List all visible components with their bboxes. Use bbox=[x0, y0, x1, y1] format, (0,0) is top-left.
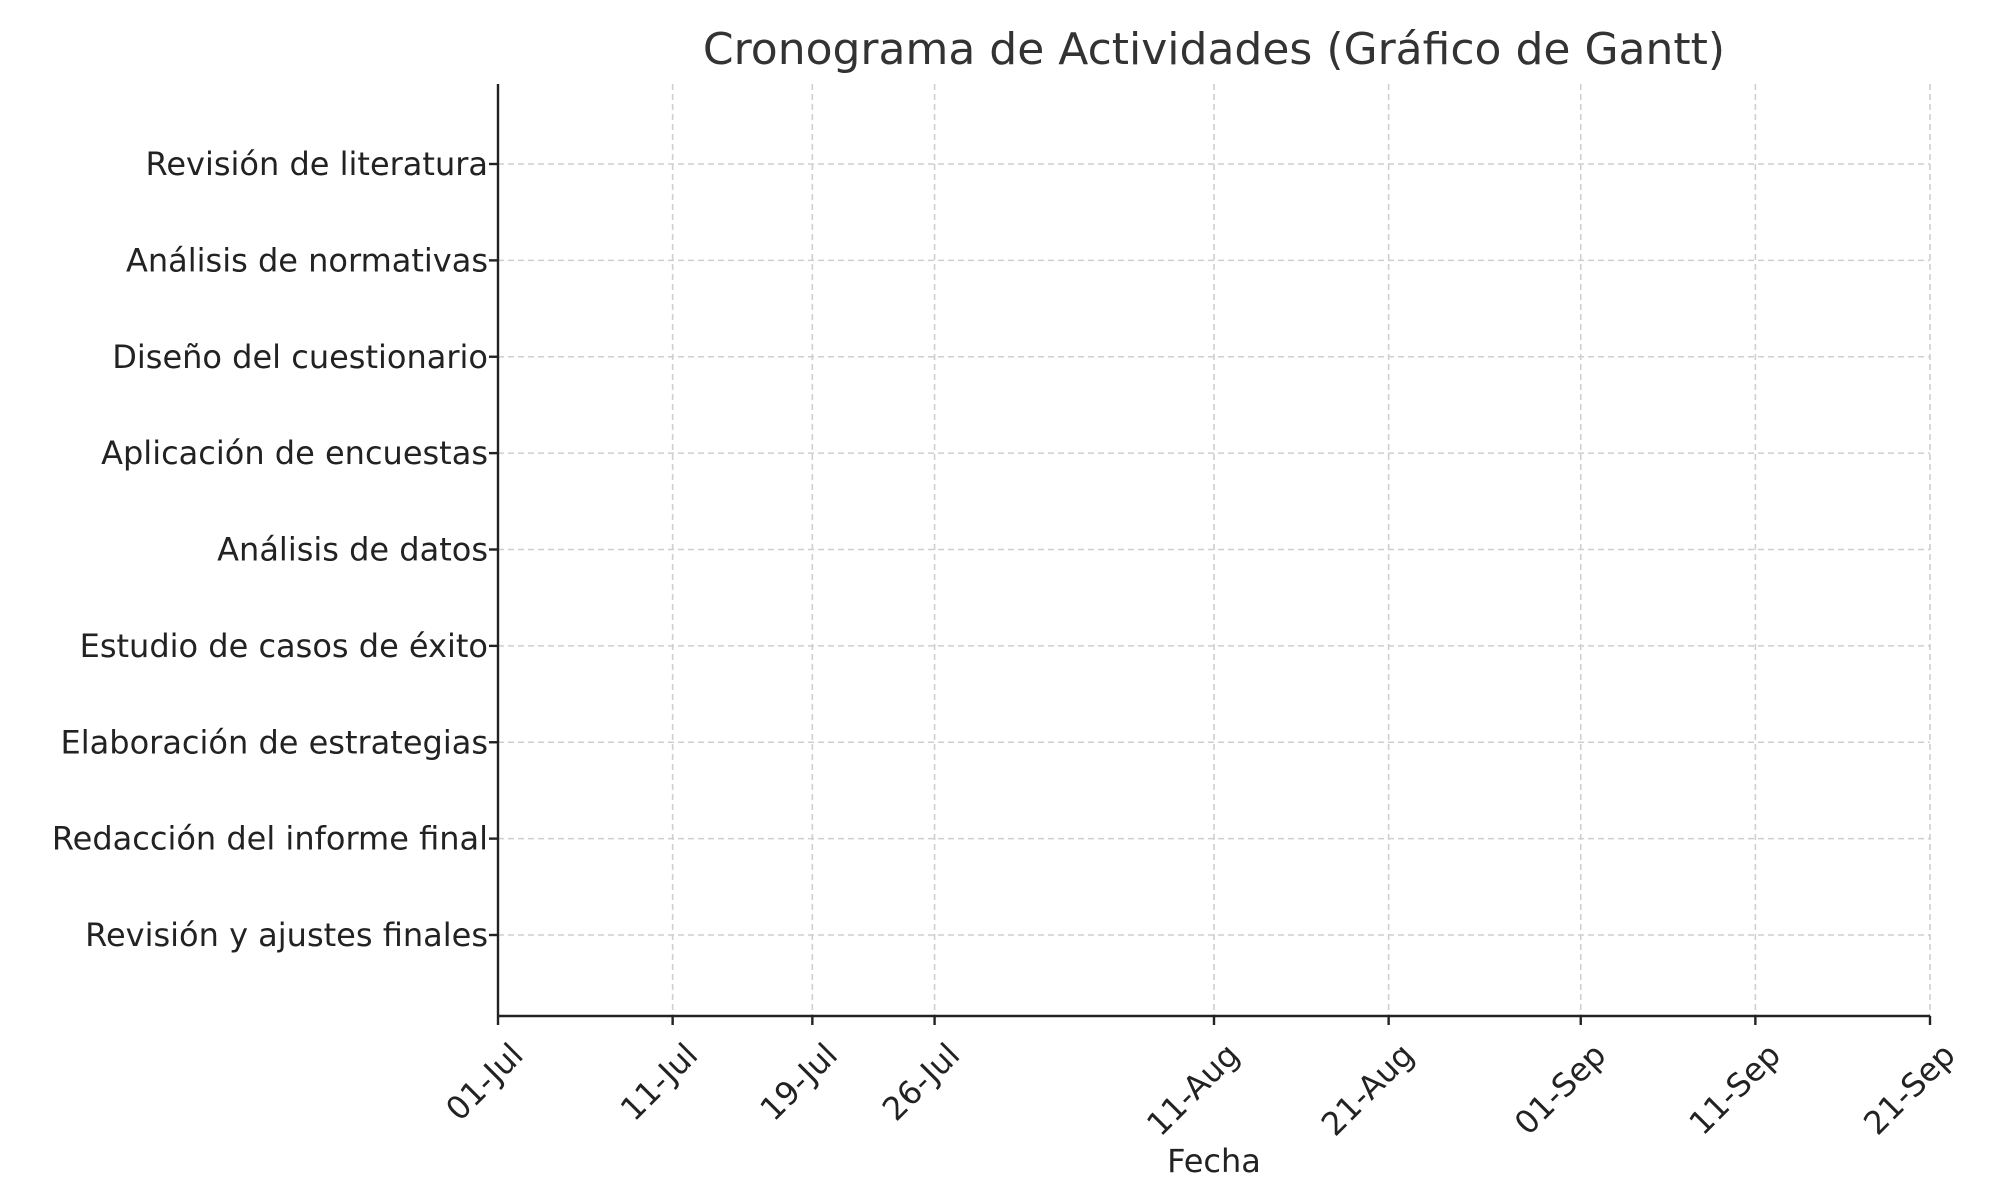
x-tick-label: 01-Jul bbox=[438, 1036, 530, 1128]
x-tick-label: 26-Jul bbox=[875, 1036, 967, 1128]
y-tick-label: Revisión de literatura bbox=[146, 145, 488, 183]
y-tick-label: Estudio de casos de éxito bbox=[80, 627, 488, 665]
x-tick-label: 21-Aug bbox=[1314, 1036, 1422, 1144]
x-tick-label: 11-Aug bbox=[1139, 1036, 1247, 1144]
chart-title: Cronograma de Actividades (Gráfico de Ga… bbox=[703, 24, 1725, 75]
x-axis-label: Fecha bbox=[1167, 1142, 1261, 1180]
y-tick-label: Redacción del informe final bbox=[52, 820, 488, 858]
x-tick-label: 11-Jul bbox=[613, 1036, 705, 1128]
y-tick-label: Aplicación de encuestas bbox=[101, 434, 488, 472]
x-tick-label: 01-Sep bbox=[1507, 1036, 1613, 1142]
y-tick-label: Elaboración de estrategias bbox=[61, 723, 488, 761]
x-tick-layer: 01-Jul 11-Jul 19-Jul 26-Jul 11-Aug 21-Aug 01-S… bbox=[438, 1016, 1963, 1144]
y-tick-label: Análisis de normativas bbox=[126, 241, 488, 279]
x-tick-label: 11-Sep bbox=[1682, 1036, 1788, 1142]
y-tick-label: Revisión y ajustes finales bbox=[85, 916, 488, 954]
y-tick-layer: Revisión de literatura Análisis de normat… bbox=[52, 145, 498, 954]
x-tick-label: 19-Jul bbox=[753, 1036, 845, 1128]
y-tick-label: Diseño del cuestionario bbox=[112, 338, 488, 376]
x-tick-label: 21-Sep bbox=[1856, 1036, 1962, 1142]
y-tick-label: Análisis de datos bbox=[217, 531, 488, 569]
grid-layer bbox=[497, 84, 1931, 1016]
